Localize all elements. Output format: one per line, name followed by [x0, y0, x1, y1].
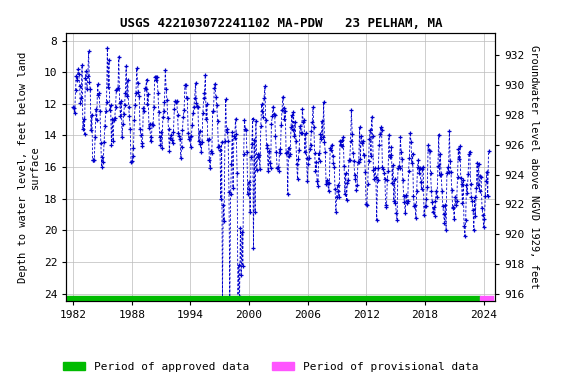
Title: USGS 422103072241102 MA-PDW   23 PELHAM, MA: USGS 422103072241102 MA-PDW 23 PELHAM, M…: [120, 17, 442, 30]
Y-axis label: Depth to water level, feet below land
surface: Depth to water level, feet below land su…: [18, 51, 40, 283]
Y-axis label: Groundwater level above NGVD 1929, feet: Groundwater level above NGVD 1929, feet: [529, 45, 539, 289]
Legend: Period of approved data, Period of provisional data: Period of approved data, Period of provi…: [59, 358, 483, 377]
